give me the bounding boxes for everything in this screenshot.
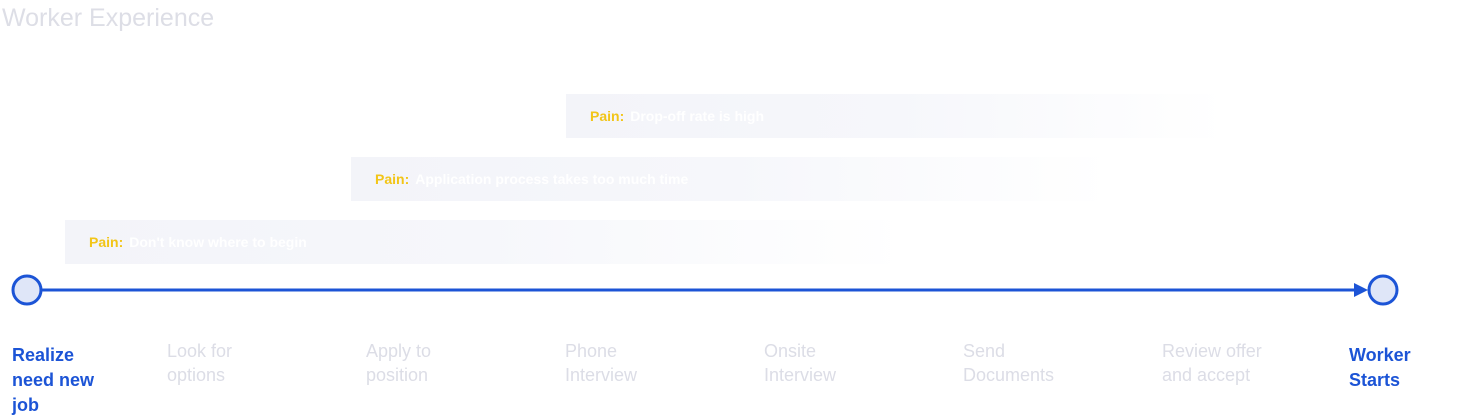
stage-worker-starts: Worker Starts <box>1349 343 1459 393</box>
stage-label-line: job <box>12 395 39 415</box>
stage-label-line: Worker <box>1349 345 1411 365</box>
stage-label-line: options <box>167 365 226 385</box>
pain-point-banner: Pain: Don't know where to begin <box>65 220 905 264</box>
pain-label: Pain: <box>590 108 625 124</box>
pain-point-banner: Pain: Application process takes too much… <box>351 157 1111 201</box>
start-node <box>11 274 43 306</box>
stage-label-line: Realize <box>12 345 75 365</box>
stage-label-line: and accept <box>1162 365 1251 385</box>
stage-label-line: Apply to <box>366 341 432 361</box>
stage-apply-to-position: Apply to position <box>366 339 506 387</box>
stage-phone-interview: Phone Interview <box>565 339 705 387</box>
stage-onsite-interview: Onsite Interview <box>764 339 904 387</box>
stage-label-line: Documents <box>963 365 1055 385</box>
stage-label-line: Look for <box>167 341 233 361</box>
stage-label-line: Starts <box>1349 370 1401 390</box>
page-title: Worker Experience <box>2 4 215 32</box>
journey-timeline <box>11 274 1399 306</box>
stage-label-line: Onsite <box>764 341 817 361</box>
pain-text: Drop-off rate is high <box>630 108 765 124</box>
end-node <box>1367 274 1399 306</box>
stage-realize-need-new-job: Realize need new job <box>12 343 152 418</box>
pain-label: Pain: <box>375 171 410 187</box>
stage-label-line: Interview <box>764 365 837 385</box>
stage-label-line: Interview <box>565 365 638 385</box>
stage-look-for-options: Look for options <box>167 339 307 387</box>
pain-point-banner: Pain: Drop-off rate is high <box>566 94 1226 138</box>
stage-send-documents: Send Documents <box>963 339 1103 387</box>
stage-label-line: Phone <box>565 341 618 361</box>
stage-review-offer: Review offer and accept <box>1162 339 1302 387</box>
stage-label-line: Review offer <box>1162 341 1262 361</box>
timeline-arrowhead-icon <box>1354 283 1368 297</box>
stage-label-line: need new <box>12 370 95 390</box>
pain-text: Don't know where to begin <box>129 234 307 250</box>
pain-text: Application process takes too much time <box>415 171 689 187</box>
stage-label-line: Send <box>963 341 1006 361</box>
stage-label-line: position <box>366 365 429 385</box>
pain-label: Pain: <box>89 234 124 250</box>
